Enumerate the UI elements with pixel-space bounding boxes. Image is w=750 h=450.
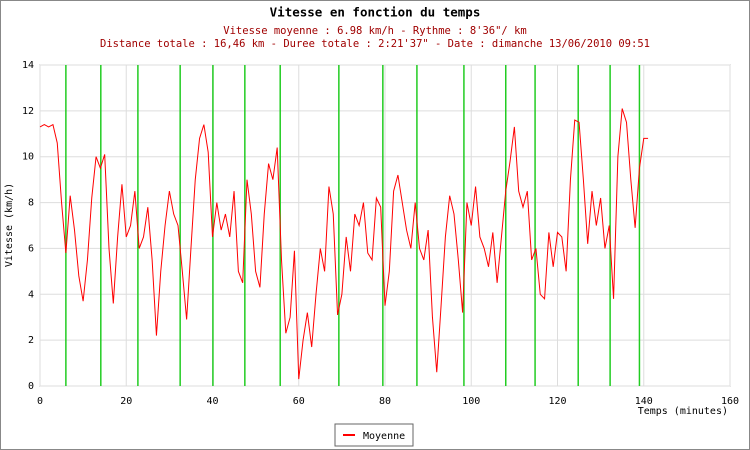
x-tick-label: 60	[293, 396, 305, 407]
y-axis-label: Vitesse (km/h)	[4, 183, 15, 267]
y-tick-label: 12	[22, 106, 34, 117]
x-tick-label: 80	[379, 396, 391, 407]
x-tick-label: 0	[37, 396, 43, 407]
x-tick-label: 100	[462, 396, 480, 407]
chart-title: Vitesse en fonction du temps	[270, 5, 481, 20]
y-tick-label: 10	[22, 152, 34, 163]
y-tick-label: 4	[28, 289, 34, 300]
x-axis-label: Temps (minutes)	[638, 406, 728, 417]
legend-label: Moyenne	[363, 431, 405, 442]
y-tick-label: 8	[28, 198, 34, 209]
x-tick-label: 40	[206, 396, 218, 407]
x-tick-label: 20	[120, 396, 132, 407]
x-tick-label: 160	[721, 396, 739, 407]
y-tick-label: 2	[28, 335, 34, 346]
y-tick-label: 0	[28, 381, 34, 392]
y-tick-label: 14	[22, 60, 34, 71]
data-line	[39, 108, 649, 380]
x-tick-label: 140	[635, 396, 653, 407]
x-tick-label: 120	[548, 396, 566, 407]
chart-subtitle: Distance totale : 16,46 km - Duree total…	[100, 38, 650, 50]
legend-box	[334, 423, 414, 447]
y-tick-label: 6	[28, 243, 34, 254]
chart-subtitle: Vitesse moyenne : 6.98 km/h - Rythme : 8…	[223, 25, 526, 37]
